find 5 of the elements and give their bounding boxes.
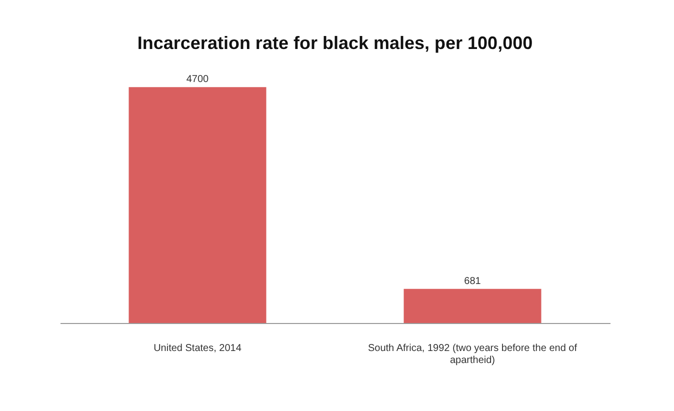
data-label: 681 [464, 276, 482, 287]
data-label: 4700 [186, 74, 210, 86]
x-tick-label: United States, 2014 [154, 343, 242, 354]
x-tick-label: South Africa, 1992 (two years before the end of apartheid) [368, 343, 578, 366]
chart-title: Incarceration rate for black males, per 100,000 [137, 33, 533, 53]
